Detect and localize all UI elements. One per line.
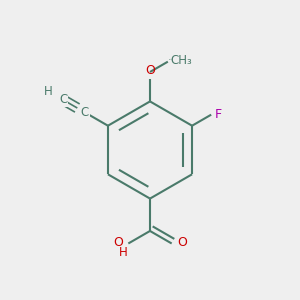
Text: F: F [215, 108, 222, 121]
Text: CH₃: CH₃ [171, 54, 193, 67]
Text: H: H [119, 246, 128, 259]
Text: H: H [44, 85, 52, 98]
Text: C: C [59, 93, 68, 106]
Text: C: C [81, 106, 89, 119]
Text: O: O [145, 64, 155, 77]
Text: O: O [113, 236, 123, 249]
Text: methyl: methyl [169, 59, 174, 60]
Text: O: O [177, 236, 187, 248]
